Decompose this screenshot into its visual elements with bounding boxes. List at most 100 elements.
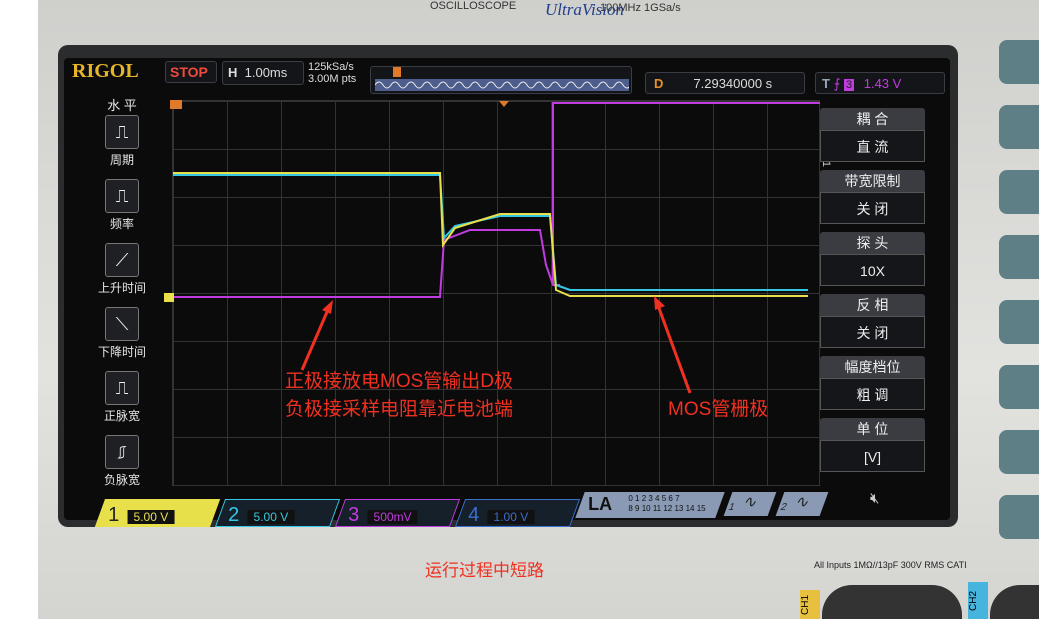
annotation-negative: 负极接采样电阻靠近电池端	[285, 399, 514, 420]
left-menu-item-label: 上升时间	[97, 281, 146, 295]
fall-time-icon: ⟍	[105, 307, 139, 341]
timebase-label: H	[228, 65, 238, 80]
right-menu-item[interactable]: 带宽限制关 闭	[820, 170, 925, 224]
trigger-box[interactable]: T ⨍ 3 1.43 V	[815, 72, 945, 94]
right-menu-item-title: 幅度档位	[820, 356, 925, 378]
right-menu-item-value[interactable]: 关 闭	[820, 316, 925, 348]
channel-1-scale[interactable]: 1 5.00 V	[94, 499, 221, 527]
left-menu-item-label: 正脉宽	[103, 409, 140, 423]
ch1-connector-label: CH1	[800, 590, 820, 619]
positive-width-icon: ⎍	[105, 371, 139, 405]
left-menu-item[interactable]: ⎍ 正脉宽	[85, 371, 159, 424]
rise-time-icon: ⟋	[105, 243, 139, 277]
menu-softkey-button[interactable]	[999, 105, 1039, 149]
generator-1-button[interactable]: 1 ∿	[723, 492, 777, 516]
memory-overview[interactable]	[370, 66, 632, 94]
left-menu-item[interactable]: ⎎ 负脉宽	[85, 435, 159, 488]
period-icon: ⎍	[105, 115, 139, 149]
ch2-connector-label: CH2	[968, 582, 988, 619]
rigol-logo: RIGOL	[72, 60, 139, 82]
trigger-level: 1.43 V	[863, 76, 902, 91]
left-margin	[0, 0, 38, 619]
menu-softkey-button[interactable]	[999, 430, 1039, 474]
menu-softkey-button[interactable]	[999, 495, 1039, 539]
caption: 运行过程中短路	[425, 561, 544, 580]
spec-text: 100MHz 1GSa/s	[600, 2, 681, 14]
trigger-source: 3	[843, 79, 855, 91]
right-menu-item[interactable]: 反 相关 闭	[820, 294, 925, 348]
right-menu-item-title: 带宽限制	[820, 170, 925, 192]
trigger-marker-icon	[393, 67, 401, 77]
channel-scale-value: 5.00 V	[128, 510, 175, 524]
channel-number: 2	[228, 504, 240, 526]
la-label: LA	[588, 494, 613, 514]
left-menu-item[interactable]: ⎍ 周期	[85, 115, 159, 168]
channel-scale-value: 5.00 V	[248, 510, 295, 524]
timebase-value: 1.00ms	[244, 65, 288, 80]
left-menu-item[interactable]: ⎍ 频率	[85, 179, 159, 232]
ch1-ground-marker	[164, 293, 174, 302]
right-menu-item-title: 探 头	[820, 232, 925, 254]
menu-softkey-button[interactable]	[999, 300, 1039, 344]
inputs-label: All Inputs 1MΩ//13pF 300V RMS CATI	[814, 560, 967, 570]
annotation-positive: 正极接放电MOS管输出D极	[285, 371, 514, 392]
timebase-box[interactable]: H 1.00ms	[222, 61, 304, 85]
left-menu-item[interactable]: ⟋ 上升时间	[85, 243, 159, 296]
negative-width-icon: ⎎	[105, 435, 139, 469]
right-menu-item-title: 反 相	[820, 294, 925, 316]
menu-softkey-button[interactable]	[999, 365, 1039, 409]
trigger-position-marker	[170, 100, 182, 109]
left-menu-title: 水 平	[107, 98, 137, 113]
menu-softkey-button[interactable]	[999, 170, 1039, 214]
right-menu-item[interactable]: 探 头 10X	[820, 232, 925, 286]
right-menu-item-value[interactable]: 10X	[820, 254, 925, 286]
right-menu-item-title: 单 位	[820, 418, 925, 440]
channel-number: 1	[108, 504, 120, 526]
channel-scale-value: 500mV	[368, 510, 419, 524]
memory-depth: 3.00M pts	[308, 73, 357, 85]
channel-number: 4	[468, 504, 480, 526]
right-menu-item-title: 耦 合	[820, 108, 925, 130]
rising-edge-icon: ⨍	[833, 76, 841, 91]
right-menu-item-value[interactable]: [V]	[820, 440, 925, 472]
left-menu-item-label: 下降时间	[97, 345, 146, 359]
menu-softkey-button[interactable]	[999, 40, 1039, 84]
series-name: UltraVision	[545, 0, 625, 19]
annotation-arrow-1	[300, 304, 332, 371]
channel-3-scale[interactable]: 3 500mV	[334, 499, 461, 527]
right-menu-item-value[interactable]: 直 流	[820, 130, 925, 162]
annotation-gate: MOS管栅极	[668, 399, 769, 420]
delay-box[interactable]: D 7.29340000 s	[645, 72, 805, 94]
sound-muted-icon[interactable]: 🔇︎	[870, 490, 880, 507]
delay-value: 7.29340000 s	[693, 76, 773, 91]
trigger-label: T	[822, 76, 830, 91]
channel-2-scale[interactable]: 2 5.00 V	[214, 499, 341, 527]
ch1-trace	[173, 172, 808, 297]
right-menu-item[interactable]: 耦 合直 流	[820, 108, 925, 162]
annotation-arrow-2	[654, 299, 692, 394]
right-menu-item[interactable]: 单 位 [V]	[820, 418, 925, 472]
sample-rate: 125kSa/s	[308, 61, 354, 73]
run-stop-status[interactable]: STOP	[165, 61, 217, 83]
right-menu-item-value[interactable]: 关 闭	[820, 192, 925, 224]
channel-number: 3	[348, 504, 360, 526]
waveform-overview	[375, 79, 629, 91]
left-menu-item[interactable]: ⟍ 下降时间	[85, 307, 159, 360]
channel-scale-value: 1.00 V	[488, 510, 535, 524]
frequency-icon: ⎍	[105, 179, 139, 213]
ch3-trace	[173, 102, 820, 298]
right-menu-item-value[interactable]: 粗 调	[820, 378, 925, 410]
waveform-grid	[172, 100, 820, 486]
generator-2-button[interactable]: 2 ∿	[775, 492, 829, 516]
brand-text: OSCILLOSCOPE	[430, 0, 517, 12]
left-menu-item-label: 周期	[109, 153, 134, 167]
left-menu-item-label: 负脉宽	[103, 473, 140, 487]
menu-softkey-button[interactable]	[999, 235, 1039, 279]
ch1-bnc-connector[interactable]	[822, 585, 962, 619]
right-menu-item[interactable]: 幅度档位粗 调	[820, 356, 925, 410]
channel-4-scale[interactable]: 4 1.00 V	[454, 499, 581, 527]
